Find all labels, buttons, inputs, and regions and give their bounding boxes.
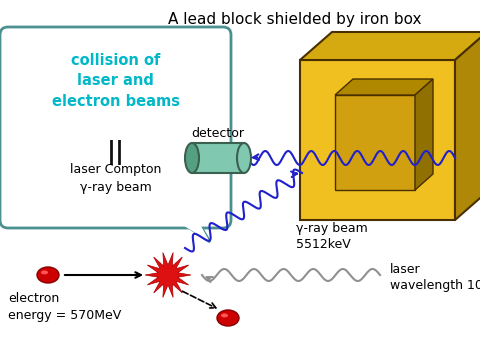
Polygon shape xyxy=(455,32,480,220)
Polygon shape xyxy=(335,79,433,95)
Text: γ-ray beam
5512keV: γ-ray beam 5512keV xyxy=(296,222,368,251)
Ellipse shape xyxy=(217,310,239,326)
Ellipse shape xyxy=(37,267,59,283)
Ellipse shape xyxy=(41,270,48,274)
FancyBboxPatch shape xyxy=(0,27,231,228)
Polygon shape xyxy=(300,32,480,60)
Polygon shape xyxy=(145,252,191,297)
Ellipse shape xyxy=(237,143,251,173)
Text: ||: || xyxy=(107,140,124,165)
Text: collision of
laser and
electron beams: collision of laser and electron beams xyxy=(51,53,180,109)
Polygon shape xyxy=(335,95,415,190)
Ellipse shape xyxy=(185,143,199,173)
Polygon shape xyxy=(176,220,208,240)
Text: A lead block shielded by iron box: A lead block shielded by iron box xyxy=(168,12,422,27)
Ellipse shape xyxy=(221,314,228,317)
Text: detector: detector xyxy=(192,127,244,140)
Text: electron
energy = 570MeV: electron energy = 570MeV xyxy=(8,292,121,321)
Polygon shape xyxy=(175,218,210,242)
Text: laser
wavelength 1060nm: laser wavelength 1060nm xyxy=(390,263,480,293)
Polygon shape xyxy=(300,60,455,220)
Polygon shape xyxy=(415,79,433,190)
Text: laser Compton
γ-ray beam: laser Compton γ-ray beam xyxy=(70,163,161,193)
Bar xyxy=(192,143,244,173)
